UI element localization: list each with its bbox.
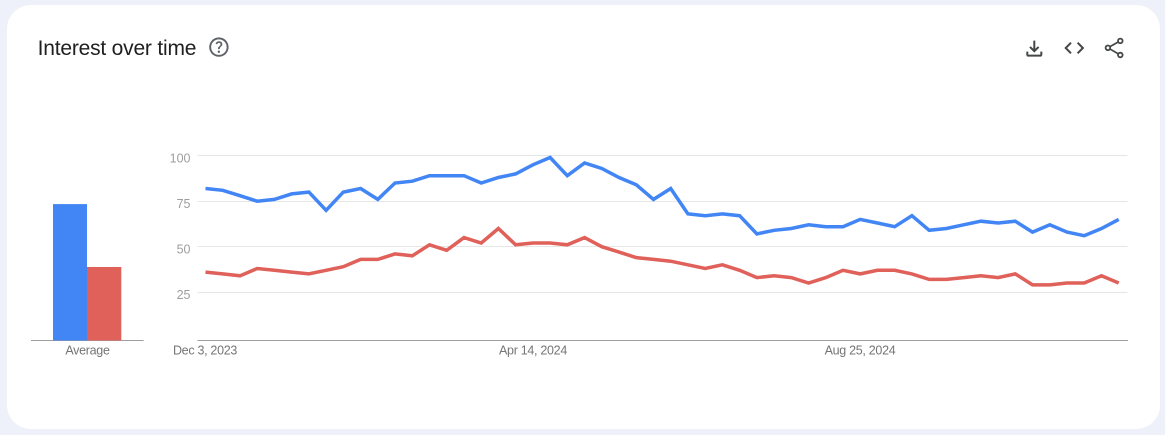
svg-text:Apr 14, 2024: Apr 14, 2024: [499, 344, 567, 358]
svg-text:50: 50: [177, 242, 191, 256]
svg-text:75: 75: [177, 197, 191, 211]
svg-text:100: 100: [170, 151, 191, 165]
svg-text:Average: Average: [65, 344, 110, 358]
svg-text:25: 25: [177, 288, 191, 302]
svg-text:Dec 3, 2023: Dec 3, 2023: [173, 344, 237, 358]
svg-text:Aug 25, 2024: Aug 25, 2024: [825, 344, 896, 358]
